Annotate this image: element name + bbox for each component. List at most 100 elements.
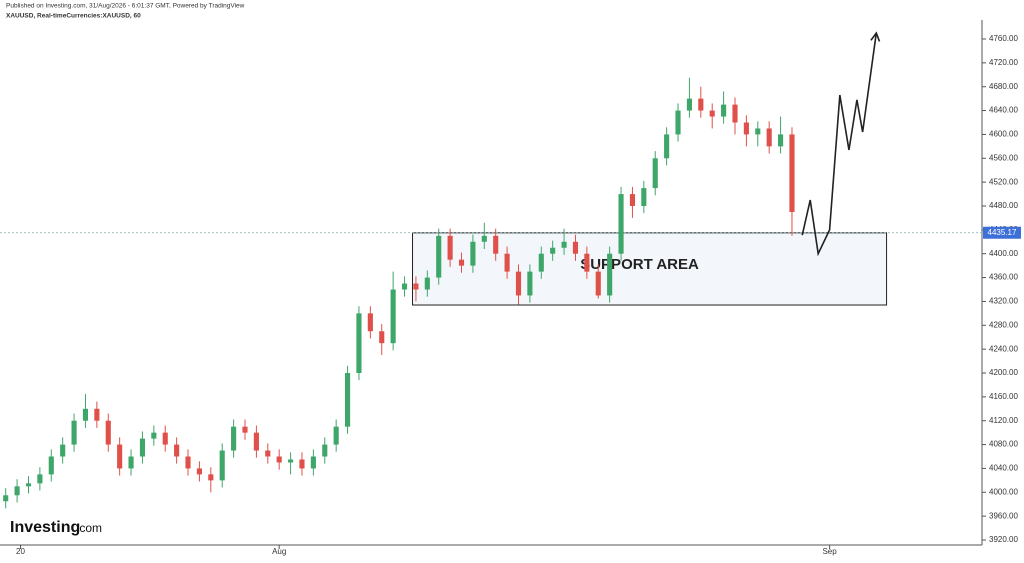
candle-body xyxy=(618,194,624,254)
candle-body xyxy=(3,495,9,502)
candle-body xyxy=(208,474,214,481)
candle-body xyxy=(424,277,430,290)
candle-body xyxy=(299,459,305,469)
candle-body xyxy=(310,456,316,469)
y-tick-label: 4600.00 xyxy=(989,130,1018,139)
candle-body xyxy=(37,474,43,484)
candle-body xyxy=(572,241,579,254)
candle-body xyxy=(470,241,476,266)
candle-body xyxy=(493,235,499,254)
y-tick-label: 4160.00 xyxy=(989,392,1018,401)
candle-body xyxy=(675,110,681,135)
candle-body xyxy=(219,450,225,481)
candle-body xyxy=(698,98,704,111)
candle-body xyxy=(515,271,522,296)
candle-body xyxy=(458,259,465,266)
candle-body xyxy=(584,253,590,272)
y-tick-label: 4120.00 xyxy=(989,416,1018,425)
candle-body xyxy=(436,235,442,278)
candle-body xyxy=(253,432,259,451)
candle-body xyxy=(721,104,727,117)
y-tick-label: 4000.00 xyxy=(989,487,1018,496)
candle-body xyxy=(367,313,373,332)
candle-body xyxy=(401,283,408,290)
published-note: Published on Investing.com, 31/Aug/2026 … xyxy=(6,3,245,10)
candle-body xyxy=(652,158,658,189)
y-tick-label: 4040.00 xyxy=(989,464,1018,473)
y-tick-label: 4240.00 xyxy=(989,344,1018,353)
candle-body xyxy=(185,456,191,469)
candle-body xyxy=(82,408,89,421)
candle-body xyxy=(196,468,202,475)
candle-body xyxy=(105,420,111,445)
y-tick-label: 4480.00 xyxy=(989,201,1018,210)
candle-body xyxy=(276,456,282,463)
candle-body xyxy=(71,420,77,445)
candle-body xyxy=(743,122,749,135)
candle-body xyxy=(94,408,100,421)
candle-body xyxy=(527,271,533,296)
logo-suffix: .com xyxy=(76,521,102,535)
candle-body xyxy=(595,271,601,296)
candle-body xyxy=(117,444,123,469)
y-tick-label: 4720.00 xyxy=(989,58,1018,67)
candle-body xyxy=(550,247,556,254)
candle-body xyxy=(664,134,670,159)
logo-brand: Investing xyxy=(10,519,80,536)
y-tick-label: 4280.00 xyxy=(989,320,1018,329)
last-price-label: 4435.17 xyxy=(988,228,1017,237)
candle-body xyxy=(607,253,613,296)
candle-body xyxy=(561,241,567,248)
y-tick-label: 4680.00 xyxy=(989,82,1018,91)
candle-body xyxy=(265,450,271,457)
candle-body xyxy=(322,444,328,457)
x-tick-label: Aug xyxy=(272,547,286,556)
candle-body xyxy=(379,331,385,344)
candle-body xyxy=(778,134,784,147)
y-tick-label: 4640.00 xyxy=(989,106,1018,115)
candle-body xyxy=(128,456,134,469)
candle-body xyxy=(333,426,339,445)
y-tick-label: 4320.00 xyxy=(989,297,1018,306)
forecast-arrowhead xyxy=(870,31,881,42)
candle-body xyxy=(755,128,761,135)
candle-body xyxy=(231,426,237,451)
candle-body xyxy=(789,134,795,212)
candle-body xyxy=(709,110,715,117)
candle-body xyxy=(162,432,168,445)
candle-body xyxy=(481,235,487,242)
candle-body xyxy=(48,456,54,475)
y-tick-label: 4520.00 xyxy=(989,177,1018,186)
forecast-path xyxy=(801,32,878,257)
candle-body xyxy=(139,438,146,457)
candle-body xyxy=(732,104,738,123)
candle-body xyxy=(344,373,351,427)
y-tick-label: 4400.00 xyxy=(989,249,1018,258)
y-tick-label: 3960.00 xyxy=(989,511,1018,520)
y-tick-label: 4560.00 xyxy=(989,153,1018,162)
candle-body xyxy=(25,483,32,487)
candle-body xyxy=(413,283,419,290)
candle-body xyxy=(390,289,396,344)
last-price-box xyxy=(983,226,1021,239)
candle-body xyxy=(629,194,636,206)
candle-body xyxy=(14,486,20,496)
candle-body xyxy=(174,444,180,457)
candle-body xyxy=(538,253,544,272)
candle-body xyxy=(242,426,248,433)
x-tick-label: Sep xyxy=(822,547,837,556)
candle-body xyxy=(686,98,692,111)
y-tick-label: 4760.00 xyxy=(989,34,1018,43)
candle-body xyxy=(60,444,66,457)
x-tick-label: 20 xyxy=(16,547,25,556)
candle-body xyxy=(288,459,294,463)
support-zone xyxy=(412,232,888,306)
symbol-label: XAUUSD, Real-timeCurrencies:XAUUSD, 60 xyxy=(6,13,141,20)
y-tick-label: 3920.00 xyxy=(989,535,1018,544)
y-tick-label: 4080.00 xyxy=(989,440,1018,449)
candle-body xyxy=(447,235,453,260)
candle-body xyxy=(641,188,647,206)
y-tick-label: 4200.00 xyxy=(989,368,1018,377)
